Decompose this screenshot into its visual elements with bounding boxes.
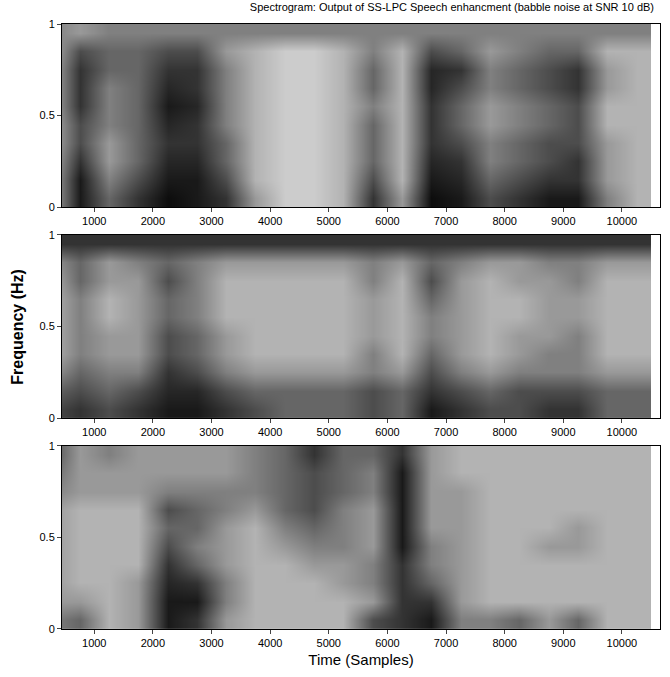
svg-text:1000: 1000: [82, 215, 106, 227]
svg-text:1: 1: [49, 229, 55, 241]
svg-text:10000: 10000: [607, 426, 638, 438]
svg-text:5000: 5000: [317, 426, 341, 438]
svg-text:8000: 8000: [492, 426, 516, 438]
svg-text:7000: 7000: [434, 215, 458, 227]
svg-text:4000: 4000: [258, 637, 282, 649]
svg-text:1: 1: [49, 440, 55, 452]
svg-text:2000: 2000: [141, 637, 165, 649]
svg-text:4000: 4000: [258, 426, 282, 438]
svg-text:10000: 10000: [607, 215, 638, 227]
svg-text:4000: 4000: [258, 215, 282, 227]
svg-text:9000: 9000: [551, 426, 575, 438]
svg-text:10000: 10000: [607, 637, 638, 649]
svg-text:6000: 6000: [375, 426, 399, 438]
svg-text:0.5: 0.5: [40, 320, 55, 332]
svg-text:6000: 6000: [375, 215, 399, 227]
svg-text:8000: 8000: [492, 215, 516, 227]
svg-text:0.5: 0.5: [40, 531, 55, 543]
svg-text:0.5: 0.5: [40, 109, 55, 121]
svg-text:9000: 9000: [551, 215, 575, 227]
svg-text:0: 0: [49, 623, 55, 635]
svg-text:6000: 6000: [375, 637, 399, 649]
svg-text:0: 0: [49, 201, 55, 213]
svg-text:1000: 1000: [82, 426, 106, 438]
svg-text:5000: 5000: [317, 215, 341, 227]
svg-text:2000: 2000: [141, 426, 165, 438]
svg-text:5000: 5000: [317, 637, 341, 649]
svg-text:0: 0: [49, 412, 55, 424]
svg-text:3000: 3000: [199, 426, 223, 438]
svg-text:Spectrogram: Output of SS-LPC: Spectrogram: Output of SS-LPC Speech enh…: [250, 1, 654, 13]
svg-text:1000: 1000: [82, 637, 106, 649]
svg-text:3000: 3000: [199, 215, 223, 227]
svg-text:Frequency (Hz): Frequency (Hz): [9, 269, 26, 385]
svg-text:7000: 7000: [434, 637, 458, 649]
svg-text:1: 1: [49, 18, 55, 30]
svg-text:3000: 3000: [199, 637, 223, 649]
svg-text:9000: 9000: [551, 637, 575, 649]
svg-text:7000: 7000: [434, 426, 458, 438]
svg-text:2000: 2000: [141, 215, 165, 227]
svg-text:Time (Samples): Time (Samples): [308, 651, 413, 668]
svg-text:8000: 8000: [492, 637, 516, 649]
